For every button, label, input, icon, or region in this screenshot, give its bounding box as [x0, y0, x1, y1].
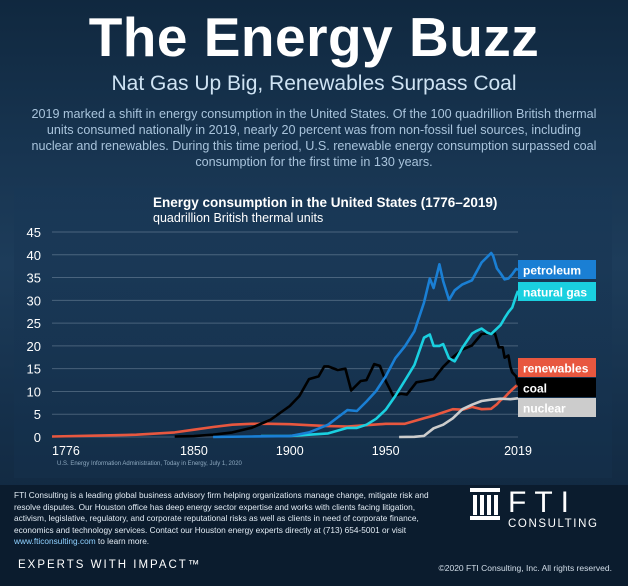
chart-title: Energy consumption in the United States … — [153, 195, 498, 210]
y-tick-label: 40 — [27, 248, 41, 263]
chart-source: U.S. Energy Information Administration, … — [57, 461, 242, 467]
y-tick-label: 30 — [27, 293, 41, 308]
y-tick-label: 20 — [27, 339, 41, 354]
about-end: to learn more. — [95, 536, 150, 547]
copyright: ©2020 FTI Consulting, Inc. All rights re… — [438, 563, 612, 573]
y-tick-label: 45 — [27, 225, 41, 240]
legend-label-bg-petroleum — [518, 260, 596, 279]
legend-label-bg-coal — [518, 378, 596, 397]
legend-label-bg-renewables — [518, 358, 596, 377]
footer — [0, 485, 628, 586]
about-text: FTI Consulting is a leading global busin… — [14, 490, 446, 548]
x-tick-label: 2019 — [504, 444, 532, 458]
about-body: FTI Consulting is a leading global busin… — [14, 490, 429, 535]
legend-label-coal: coal — [523, 382, 547, 396]
series-line-renewables — [51, 383, 519, 438]
x-tick-label: 1950 — [372, 444, 400, 458]
series-line-natural-gas — [260, 290, 520, 438]
series-line-petroleum — [213, 251, 519, 439]
legend-label-bg-nuclear — [518, 398, 596, 417]
legend-label-petroleum: petroleum — [523, 264, 581, 278]
series-line-coal — [174, 331, 520, 438]
fti-columns-icon — [470, 488, 500, 520]
website-link[interactable]: www.fticonsulting.com — [14, 536, 96, 547]
y-tick-label: 25 — [27, 316, 41, 331]
logo-wordmark: FTI — [508, 486, 577, 519]
y-tick-label: 10 — [27, 384, 41, 399]
x-tick-label: 1900 — [276, 444, 304, 458]
y-tick-label: 15 — [27, 362, 41, 377]
y-tick-label: 0 — [34, 430, 41, 445]
series-line-nuclear — [399, 397, 519, 439]
legend-label-natural-gas: natural gas — [523, 286, 587, 300]
legend-label-renewables: renewables — [523, 362, 589, 376]
legend-label-bg-natural-gas — [518, 282, 596, 301]
x-tick-label: 1776 — [52, 444, 80, 458]
y-tick-label: 5 — [34, 407, 41, 422]
y-tick-label: 35 — [27, 271, 41, 286]
page-title: The Energy Buzz — [88, 6, 540, 68]
fti-logo: FTI CONSULTING — [470, 486, 610, 536]
intro-paragraph: 2019 marked a shift in energy consumptio… — [31, 107, 597, 169]
page-subtitle: Nat Gas Up Big, Renewables Surpass Coal — [111, 72, 517, 95]
chart-subtitle: quadrillion British thermal units — [153, 211, 324, 225]
logo-subtext: CONSULTING — [508, 518, 599, 530]
x-tick-label: 1850 — [180, 444, 208, 458]
tagline: EXPERTS WITH IMPACT™ — [18, 559, 202, 571]
legend-label-nuclear: nuclear — [523, 402, 566, 416]
